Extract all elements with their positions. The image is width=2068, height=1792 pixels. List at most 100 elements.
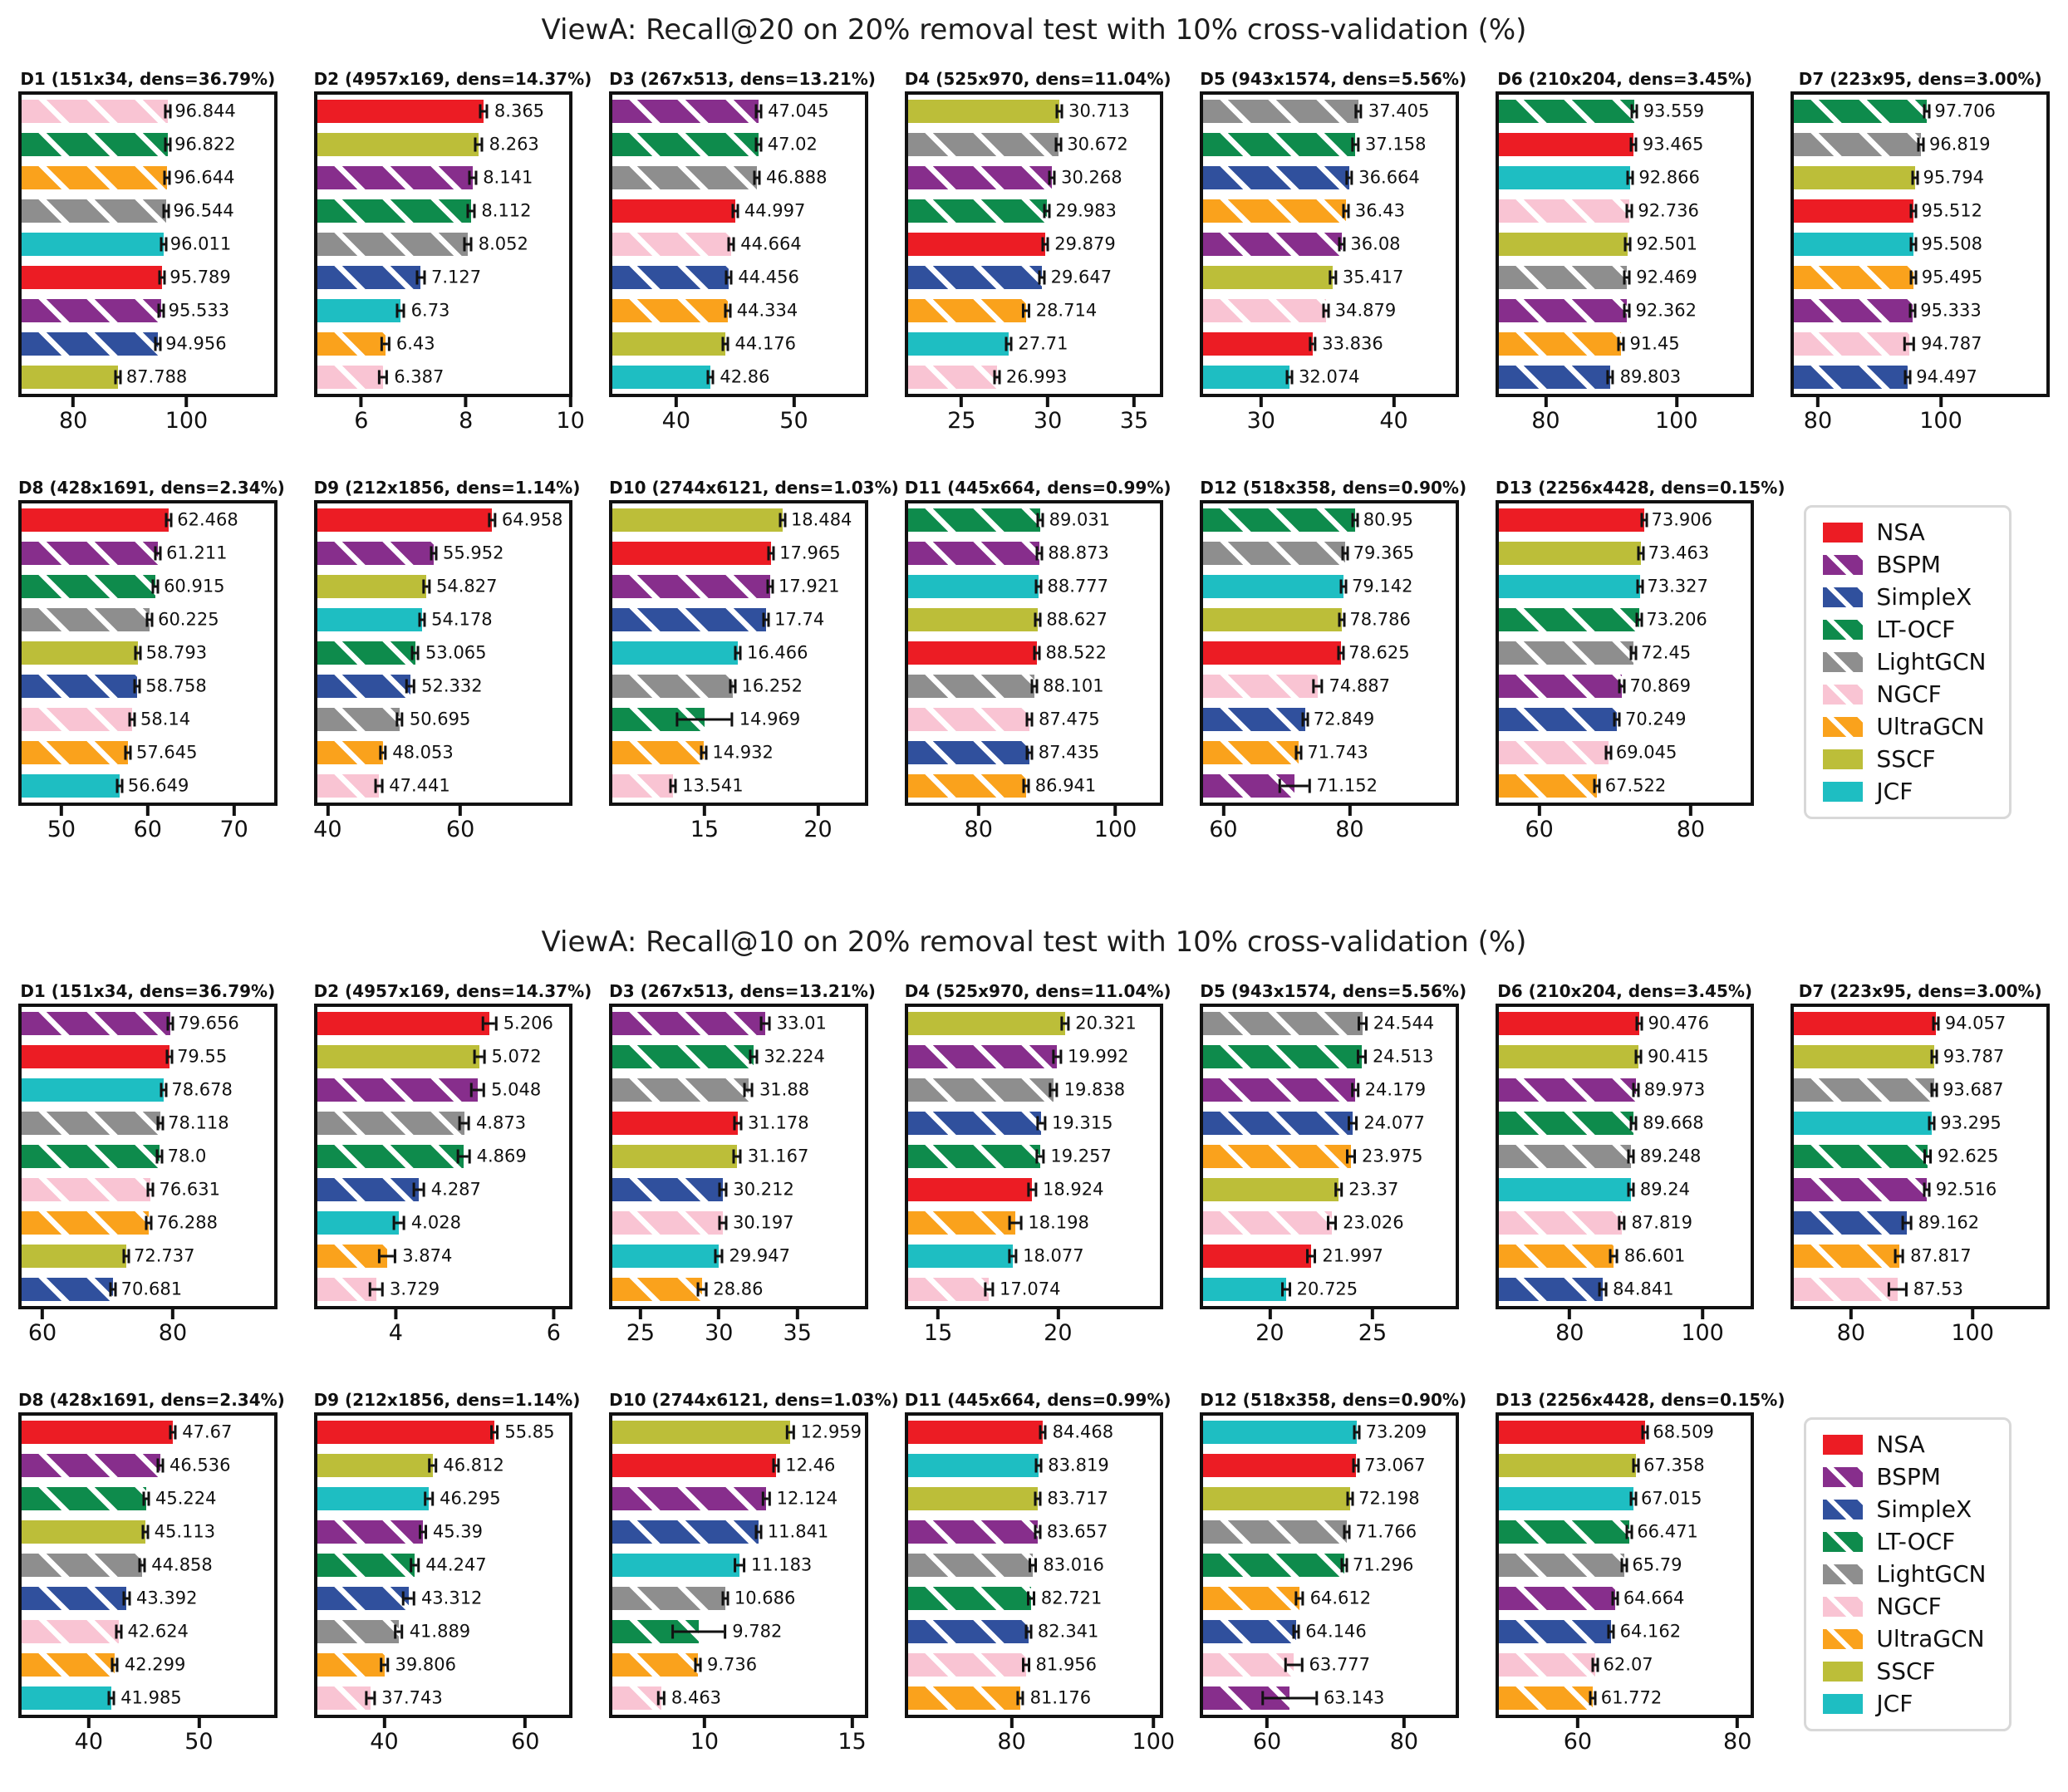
subplot-sec1-d11: D11 (445x664, dens=0.99%) 84.468 83.819 83.… [904,1387,1175,1758]
legend-swatch-UltraGCN [1823,717,1864,737]
bar-SimpleX [22,1278,113,1301]
error-bar [1025,712,1034,727]
error-bar-line [432,552,435,555]
bar-value-label: 45.39 [432,1521,483,1542]
error-bar [1036,513,1044,528]
error-bar [424,1491,435,1506]
error-bar [1337,646,1345,660]
error-bar [1338,612,1346,627]
error-bar-line [476,143,481,146]
bar-row: 79.142 [1203,570,1456,603]
bar-NSA [22,1421,173,1444]
bar-value-label: 5.206 [503,1013,553,1033]
x-axis-ticks: 40 50 [609,397,868,437]
error-bar [1598,1282,1608,1297]
legend-item-BSPM: BSPM [1823,553,1992,577]
subplot-sec0-d1: D1 (151x34, dens=36.79%) 96.844 96.822 96.6… [18,66,278,437]
bar-LightGCN [1203,1520,1348,1544]
bar-value-label: 4.873 [476,1112,527,1133]
error-bar [145,1215,153,1230]
bar-value-label: 44.247 [425,1554,487,1575]
bar-value-label: 96.544 [173,200,234,221]
error-bar [1613,712,1621,727]
bar-BSPM [22,1454,161,1477]
bar-row: 3.874 [317,1240,570,1273]
bar-SSCF [907,100,1060,123]
bar-JCF [1203,1278,1286,1301]
error-bar-line [136,651,140,655]
error-bar-line [1036,618,1039,621]
bar-row: 83.016 [907,1549,1161,1582]
bar-row: 93.787 [1794,1040,2046,1073]
error-bar [469,1083,486,1097]
bar-BSPM [612,575,770,598]
x-tick-label: 80 [1836,1320,1866,1346]
bar-LT-OCF [1794,100,1927,123]
bar-value-label: 71.296 [1352,1554,1414,1575]
error-bar-line [1911,309,1914,312]
error-bar [1322,303,1330,318]
subplot-title: D13 (2256x4428, dens=0.15%) [1495,478,1786,498]
error-bar-line [1614,1597,1617,1600]
bar-row: 19.315 [907,1107,1161,1140]
bar-value-label: 92.736 [1638,200,1699,221]
bar-row: 36.08 [1203,228,1456,261]
x-tick-label: 40 [1379,408,1408,434]
error-bar [1022,778,1030,793]
bar-row: 94.497 [1794,361,2046,394]
error-bar [1623,303,1631,318]
bar-row: 39.806 [317,1648,570,1682]
bar-value-label: 30.672 [1067,134,1128,155]
x-tick-mark [464,397,468,407]
legend-label: SimpleX [1876,1495,1972,1523]
error-bar-line [1934,1022,1938,1025]
x-tick-mark [717,1309,721,1319]
bar-value-label: 95.508 [1921,233,1982,254]
error-bar [128,712,136,727]
bar-SSCF [1794,166,1916,189]
subplot-sec0-d11: D11 (445x664, dens=0.99%) 89.031 88.873 88.… [904,475,1172,846]
bar-row: 95.333 [1794,294,2046,327]
bar-row: 43.392 [22,1582,274,1615]
bar-JCF [1794,1112,1932,1135]
bar-row: 43.312 [317,1582,570,1615]
plot-area: 20.321 19.992 19.838 19.315 19.257 18.924 18.1… [904,1004,1164,1309]
bar-value-label: 54.178 [431,609,493,630]
bar-value-label: 83.657 [1046,1521,1108,1542]
error-bar [1637,546,1645,561]
error-bar [696,1282,708,1297]
bar-row: 84.468 [907,1416,1161,1449]
error-bar [718,1215,728,1230]
error-bar [405,679,416,694]
bar-NSA [1498,1012,1639,1035]
error-bar [368,1282,384,1297]
bar-row: 83.717 [907,1482,1161,1515]
x-tick-mark [1370,1309,1374,1319]
bar-row: 33.836 [1203,327,1456,361]
legend-item-LightGCN: LightGCN [1823,1563,1992,1586]
x-tick-label: 20 [1044,1320,1073,1346]
plot-area: 18.484 17.965 17.921 17.74 16.466 16.252 14.96… [609,500,868,806]
x-tick-mark [184,397,189,407]
error-bar-line [995,376,999,379]
bar-row: 79.656 [22,1007,274,1040]
bar-value-label: 44.664 [740,233,802,254]
error-bar-line [380,376,386,379]
bar-row: 9.782 [612,1615,865,1648]
error-bar [767,546,775,561]
bar-LT-OCF [22,1145,160,1168]
bar-row: 89.031 [907,503,1161,537]
error-bar-line [1638,585,1642,588]
legend-label: BSPM [1876,1463,1941,1490]
error-bar-line [774,1464,778,1467]
error-bar [656,1691,666,1706]
x-axis-ticks: 80 100 [1496,397,1755,437]
error-bar [133,679,141,694]
x-tick: 40 [313,806,342,842]
error-bar [1285,1657,1304,1672]
bar-UltraGCN [612,1653,698,1677]
error-bar [743,1083,754,1097]
legend-label: SimpleX [1876,583,1972,611]
bar-value-label: 83.016 [1043,1554,1104,1575]
x-tick: 20 [1044,1309,1073,1346]
